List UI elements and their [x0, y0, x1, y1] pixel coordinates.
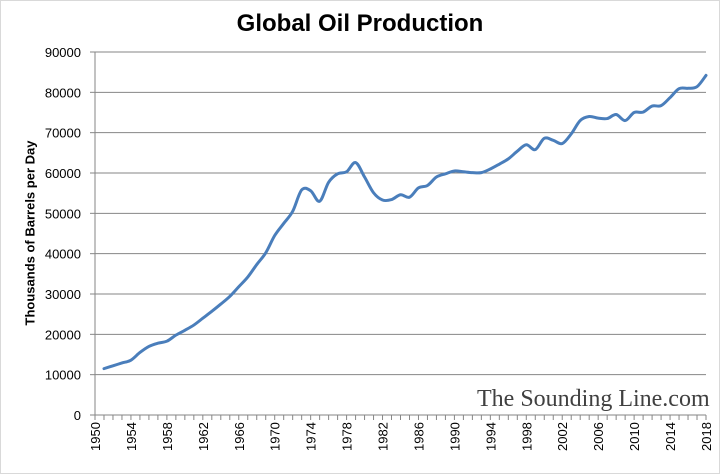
- x-tick-label: 1974: [304, 422, 319, 451]
- x-tick-label: 1986: [411, 422, 426, 451]
- x-tick-label: 2018: [699, 422, 714, 451]
- x-tick-label: 2014: [663, 422, 678, 451]
- oil-production-line: [102, 73, 708, 371]
- y-tick-label: 80000: [45, 85, 81, 100]
- x-tick-label: 1998: [519, 422, 534, 451]
- x-tick-label: 1958: [160, 422, 175, 451]
- x-tick-label: 1978: [340, 422, 355, 451]
- x-tick-label: 1990: [447, 422, 462, 451]
- chart-title: Global Oil Production: [236, 10, 484, 37]
- x-tick-label: 1982: [376, 422, 391, 451]
- x-tick-label: 1962: [196, 422, 211, 451]
- x-tick-label: 1994: [483, 422, 498, 451]
- x-tick-label: 1966: [232, 422, 247, 451]
- y-tick-label: 70000: [45, 126, 81, 141]
- x-tick-label: 1970: [268, 422, 283, 451]
- y-tick-label: 30000: [45, 287, 81, 302]
- x-tick-label: 1950: [88, 422, 103, 451]
- x-tick-label: 2006: [591, 422, 606, 451]
- y-tick-label: 10000: [45, 368, 81, 383]
- watermark: The Sounding Line.com: [477, 386, 710, 412]
- x-tick-label: 2010: [627, 422, 642, 451]
- y-tick-label: 0: [74, 408, 81, 423]
- y-tick-label: 50000: [45, 206, 81, 221]
- y-tick-label: 60000: [45, 166, 81, 181]
- x-tick-label: 1954: [124, 422, 139, 451]
- x-tick-label: 2002: [555, 422, 570, 451]
- y-tick-label: 90000: [45, 45, 81, 60]
- y-tick-label: 20000: [45, 327, 81, 342]
- y-axis-label: Thousands of Barrels per Day: [22, 140, 38, 326]
- y-tick-label: 40000: [45, 247, 81, 262]
